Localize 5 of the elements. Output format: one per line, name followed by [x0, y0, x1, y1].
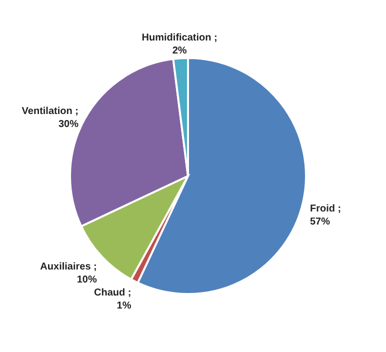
slice-label: Ventilation ; 30% — [22, 106, 79, 130]
slice-label: Chaud ; 1% — [94, 287, 132, 312]
slice-label: Humidification ; 2% — [142, 32, 218, 56]
slice-label: Auxiliaires ; 10% — [40, 262, 97, 286]
slice-label: Froid ; 57% — [310, 203, 342, 228]
